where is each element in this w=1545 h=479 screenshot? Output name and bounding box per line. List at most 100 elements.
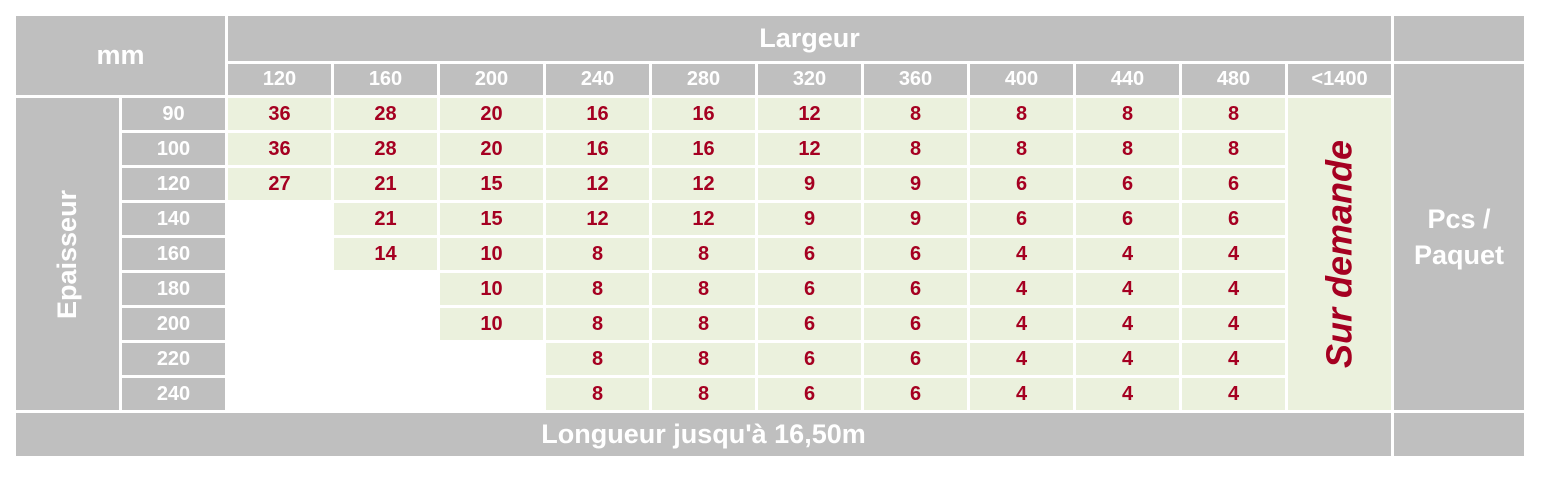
pieces-cell: 9	[758, 168, 861, 200]
pieces-cell: 12	[758, 133, 861, 165]
pieces-cell: 8	[1076, 98, 1179, 130]
pieces-cell: 6	[1182, 203, 1285, 235]
pieces-cell: 4	[1076, 378, 1179, 410]
pieces-cell: 16	[652, 98, 755, 130]
sur-demande-label: Sur demande	[1288, 98, 1391, 410]
pieces-cell: 16	[652, 133, 755, 165]
pieces-cell: 8	[652, 343, 755, 375]
empty-cell	[228, 378, 331, 410]
width-header: 320	[758, 64, 861, 95]
empty-cell	[334, 343, 437, 375]
thickness-label: 120	[122, 168, 225, 200]
pieces-cell: 10	[440, 273, 543, 305]
pieces-cell: 27	[228, 168, 331, 200]
width-header: 440	[1076, 64, 1179, 95]
thickness-label: 100	[122, 133, 225, 165]
pieces-cell: 8	[546, 238, 649, 270]
empty-cell	[228, 238, 331, 270]
pieces-cell: 6	[758, 273, 861, 305]
width-header: 480	[1182, 64, 1285, 95]
pieces-cell: 4	[1076, 343, 1179, 375]
pieces-cell: 8	[652, 378, 755, 410]
empty-cell	[228, 343, 331, 375]
pieces-cell: 4	[970, 273, 1073, 305]
pieces-cell: 4	[1182, 308, 1285, 340]
pieces-cell: 9	[864, 168, 967, 200]
width-header: 160	[334, 64, 437, 95]
pieces-cell: 4	[970, 378, 1073, 410]
pieces-cell: 8	[546, 343, 649, 375]
top-right-cell	[1394, 16, 1524, 61]
pieces-cell: 6	[758, 343, 861, 375]
pieces-cell: 8	[864, 98, 967, 130]
bottom-right-cell	[1394, 413, 1524, 456]
empty-cell	[228, 273, 331, 305]
width-header: 240	[546, 64, 649, 95]
pieces-cell: 8	[970, 133, 1073, 165]
pieces-cell: 6	[970, 168, 1073, 200]
pcs-per-package-label: Pcs / Paquet	[1394, 64, 1524, 410]
empty-cell	[228, 308, 331, 340]
pieces-cell: 6	[864, 378, 967, 410]
pieces-cell: 4	[1076, 273, 1179, 305]
pieces-cell: 6	[758, 378, 861, 410]
corner-unit-label: mm	[16, 16, 225, 95]
pieces-cell: 6	[1182, 168, 1285, 200]
pieces-cell: 4	[970, 343, 1073, 375]
pieces-cell: 8	[652, 238, 755, 270]
empty-cell	[440, 378, 543, 410]
thickness-label: 220	[122, 343, 225, 375]
width-header-1400: <1400	[1288, 64, 1391, 95]
width-header: 200	[440, 64, 543, 95]
empty-cell	[228, 203, 331, 235]
pieces-cell: 21	[334, 168, 437, 200]
pieces-cell: 8	[1076, 133, 1179, 165]
thickness-label: 200	[122, 308, 225, 340]
pieces-cell: 9	[864, 203, 967, 235]
pieces-cell: 8	[546, 308, 649, 340]
pieces-cell: 6	[970, 203, 1073, 235]
pieces-cell: 20	[440, 133, 543, 165]
pieces-cell: 6	[758, 238, 861, 270]
pieces-cell: 15	[440, 168, 543, 200]
packaging-table: mm Largeur <1400 Pcs / Paquet Epaisseur …	[16, 16, 1530, 456]
pieces-cell: 4	[970, 238, 1073, 270]
pieces-cell: 8	[1182, 98, 1285, 130]
thickness-label: 180	[122, 273, 225, 305]
pieces-cell: 4	[1076, 308, 1179, 340]
empty-cell	[334, 378, 437, 410]
pieces-cell: 15	[440, 203, 543, 235]
pieces-cell: 12	[652, 168, 755, 200]
thickness-label: 240	[122, 378, 225, 410]
pieces-cell: 8	[864, 133, 967, 165]
empty-cell	[334, 308, 437, 340]
pieces-cell: 4	[1182, 273, 1285, 305]
pieces-cell: 12	[652, 203, 755, 235]
thickness-label: 90	[122, 98, 225, 130]
epaisseur-header: Epaisseur	[16, 98, 119, 410]
pieces-cell: 8	[970, 98, 1073, 130]
pieces-cell: 28	[334, 133, 437, 165]
empty-cell	[440, 343, 543, 375]
pieces-cell: 4	[1076, 238, 1179, 270]
pieces-cell: 10	[440, 238, 543, 270]
pieces-cell: 6	[1076, 203, 1179, 235]
width-header: 120	[228, 64, 331, 95]
pieces-cell: 8	[652, 308, 755, 340]
pieces-cell: 28	[334, 98, 437, 130]
pieces-cell: 36	[228, 98, 331, 130]
pieces-cell: 6	[758, 308, 861, 340]
pieces-cell: 14	[334, 238, 437, 270]
pieces-cell: 10	[440, 308, 543, 340]
largeur-header: Largeur	[228, 16, 1391, 61]
pieces-cell: 8	[546, 273, 649, 305]
pieces-cell: 4	[1182, 343, 1285, 375]
width-header: 400	[970, 64, 1073, 95]
empty-cell	[334, 273, 437, 305]
pieces-cell: 9	[758, 203, 861, 235]
width-header: 360	[864, 64, 967, 95]
pieces-cell: 4	[1182, 238, 1285, 270]
pieces-cell: 16	[546, 98, 649, 130]
pieces-cell: 21	[334, 203, 437, 235]
pieces-cell: 12	[546, 203, 649, 235]
